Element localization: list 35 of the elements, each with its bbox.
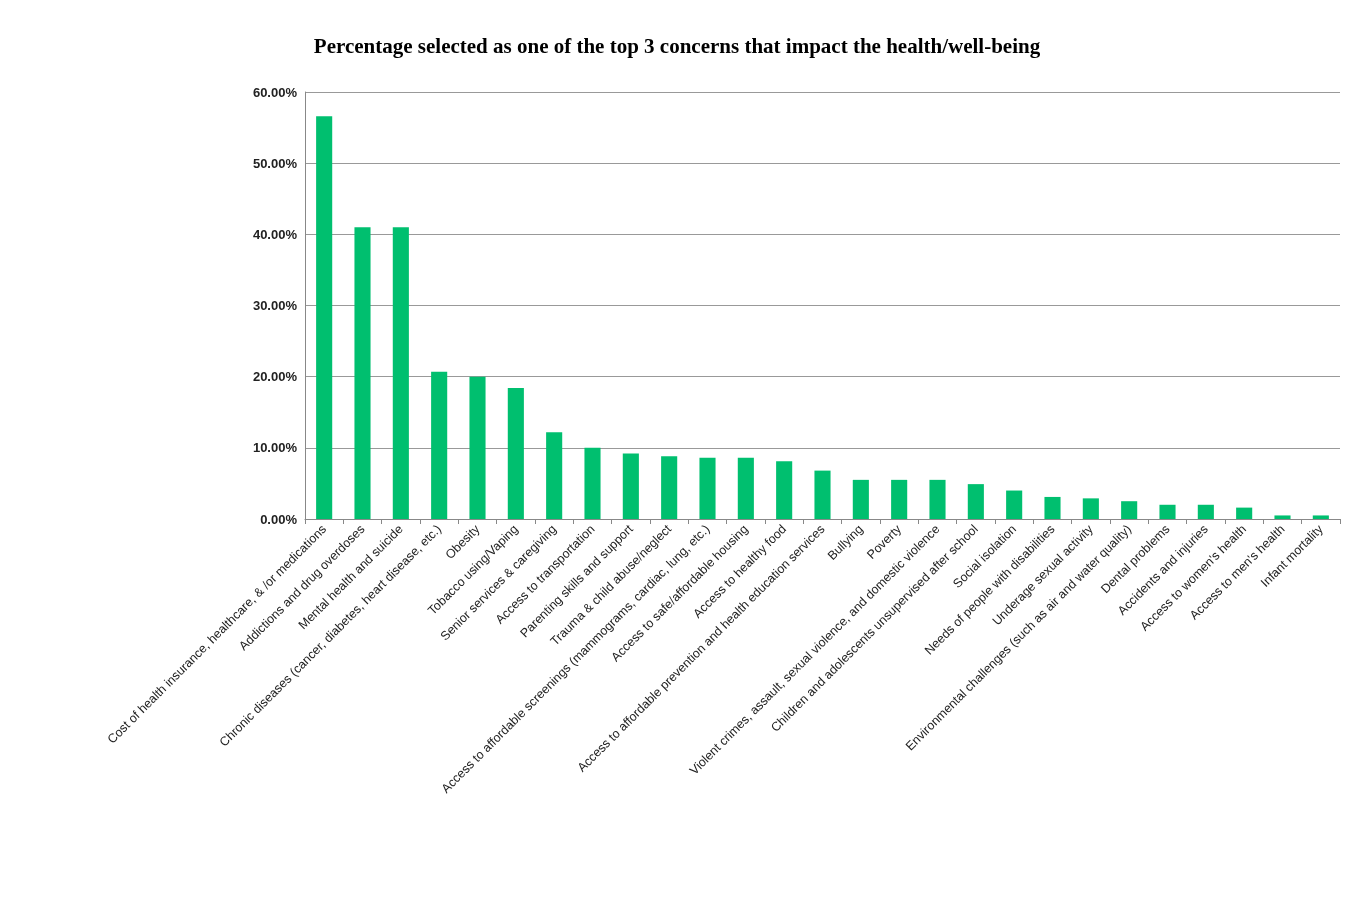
bar [1312,515,1329,519]
y-tick-label: 30.00% [252,298,298,313]
y-tick-label: 40.00% [252,226,298,242]
bar [316,116,333,519]
y-tick-label: 10.00% [252,440,298,456]
bar [852,479,869,519]
bar [1006,490,1023,519]
bar [737,457,754,519]
bar [891,479,908,519]
bar [1082,498,1099,519]
bar [469,376,486,519]
bar [1197,504,1214,519]
y-tick-label: 50.00% [252,155,298,171]
bar [661,456,678,519]
chart-title: Percentage selected as one of the top 3 concerns that impact the health/well-being [313,33,1041,58]
bar [1274,515,1291,519]
bar [929,479,946,519]
y-tick-label: 0.00% [260,511,298,527]
bar [1159,504,1176,519]
bar [1236,507,1253,519]
bar [392,227,409,519]
bar [776,461,793,519]
bar [622,453,639,519]
bar [584,447,601,519]
bar [431,371,448,519]
bar [699,457,716,519]
bar [1121,501,1138,519]
bar [507,388,524,519]
y-tick-label: 20.00% [252,369,298,385]
bar [354,227,371,519]
bar [967,484,984,519]
bar [1044,496,1061,519]
y-tick-label: 60.00% [252,84,298,100]
bar [546,432,563,519]
bar [814,470,831,519]
